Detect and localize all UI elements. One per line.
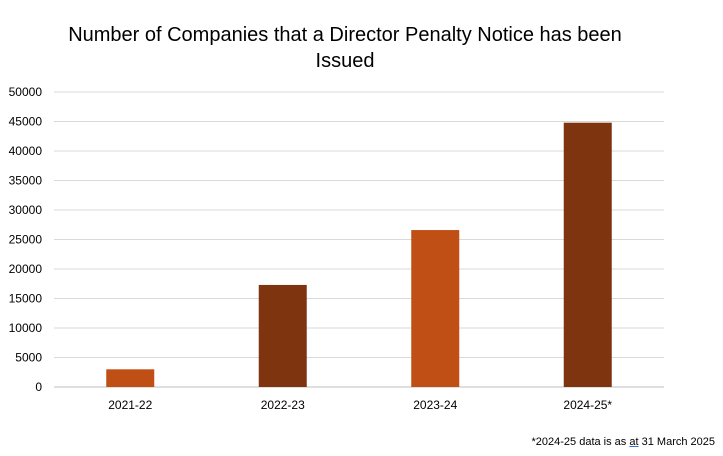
- x-tick-label: 2022-23: [261, 398, 305, 412]
- y-tick-label: 40000: [9, 144, 43, 158]
- y-tick-label: 20000: [9, 262, 43, 276]
- bar-202122: [106, 369, 155, 387]
- y-axis-tick-labels: 0 5000 10000 15000 20000 25000 30000 35000 40000…: [9, 85, 43, 394]
- gridlines: [54, 91, 664, 388]
- y-tick-label: 15000: [9, 292, 43, 306]
- x-axis-tick-labels: 2021-22 2022-23 2023-24 2024-25*: [108, 398, 612, 412]
- bar-202324: [411, 230, 460, 387]
- x-tick-label: 2024-25*: [563, 398, 612, 412]
- y-tick-label: 30000: [9, 203, 43, 217]
- y-tick-label: 0: [35, 380, 42, 394]
- y-tick-label: 45000: [9, 115, 43, 129]
- footnote: *2024-25 data is as at 31 March 2025: [532, 436, 715, 448]
- footnote-underlined-word: at: [629, 436, 639, 448]
- x-tick-label: 2021-22: [108, 398, 152, 412]
- footnote-date: 31 March 2025: [638, 436, 715, 448]
- footnote-text: *2024-25 data is as: [531, 436, 630, 448]
- x-tick-label: 2023-24: [413, 398, 457, 412]
- chart-title: Number of Companies that a Director Pena…: [68, 24, 622, 72]
- y-tick-label: 35000: [9, 174, 43, 188]
- bars: [106, 122, 612, 388]
- y-tick-label: 10000: [9, 321, 43, 335]
- bar-202223: [258, 284, 307, 387]
- y-tick-label: 50000: [9, 85, 43, 99]
- y-tick-label: 25000: [9, 233, 43, 247]
- bar-202425: [563, 122, 612, 388]
- y-tick-label: 5000: [15, 351, 42, 365]
